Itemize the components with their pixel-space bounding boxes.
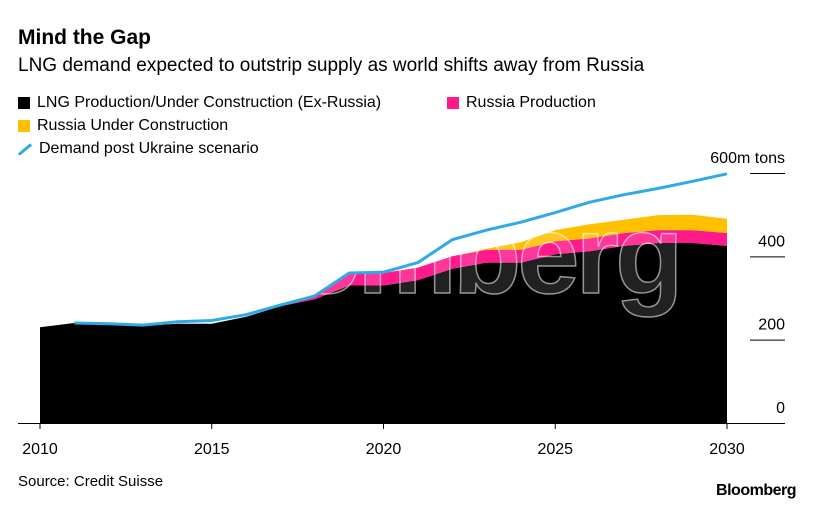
legend-label-russia-production: Russia Production bbox=[466, 94, 596, 111]
area-russia-production bbox=[40, 230, 727, 328]
legend-item-ex-russia: LNG Production/Under Construction (Ex-Ru… bbox=[18, 94, 381, 112]
y-tick-label: 400 bbox=[758, 233, 785, 250]
source-note: Source: Credit Suisse bbox=[18, 473, 164, 490]
x-tick-label: 2010 bbox=[22, 441, 58, 458]
legend-item-demand: Demand post Ukraine scenario bbox=[18, 140, 259, 158]
area-ex-russia bbox=[40, 243, 727, 423]
legend-label-ex-russia: LNG Production/Under Construction (Ex-Ru… bbox=[37, 94, 382, 111]
legend-swatch-russia-production bbox=[447, 97, 459, 109]
y-tick-label: 200 bbox=[758, 317, 785, 334]
chart-subtitle: LNG demand expected to outstrip supply a… bbox=[18, 55, 645, 76]
legend-label-demand: Demand post Ukraine scenario bbox=[39, 140, 259, 157]
brand-logo: Bloomberg bbox=[716, 482, 796, 499]
legend-item-russia-under-construction: Russia Under Construction bbox=[18, 117, 228, 135]
area-russia-under-construction bbox=[40, 214, 727, 328]
x-tick-label: 2020 bbox=[366, 441, 402, 458]
legend-label-russia-under-construction: Russia Under Construction bbox=[37, 117, 229, 134]
y-tick-label: 600m tons bbox=[710, 150, 785, 167]
watermark-text: Bloomberg bbox=[124, 192, 679, 317]
y-tick-label: 0 bbox=[776, 400, 785, 417]
x-tick-label: 2015 bbox=[194, 441, 230, 458]
legend-swatch-ex-russia bbox=[18, 97, 30, 109]
x-tick-label: 2025 bbox=[537, 441, 573, 458]
chart-title: Mind the Gap bbox=[18, 26, 151, 49]
x-tick-label: 2030 bbox=[709, 441, 745, 458]
demand-line bbox=[74, 172, 728, 327]
legend-swatch-russia-under-construction bbox=[18, 120, 30, 132]
legend-item-russia-production: Russia Production bbox=[447, 94, 596, 112]
